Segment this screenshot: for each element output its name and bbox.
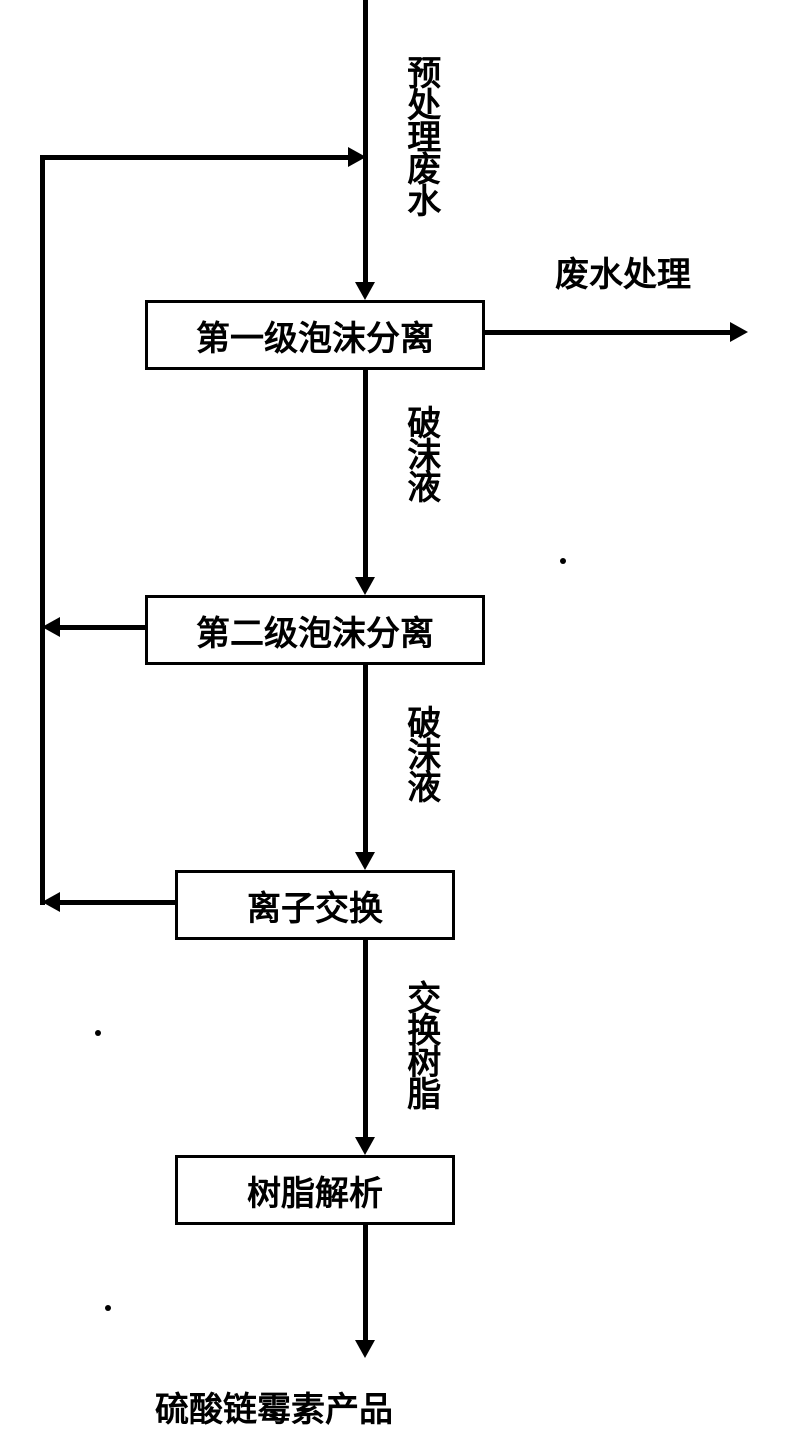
recycle-top-h [40, 155, 348, 160]
arrow-waste-head [730, 322, 748, 342]
arrow-waste-line [485, 330, 730, 335]
arrow-3to4-line [363, 940, 368, 1137]
arrow-1to2-line [363, 370, 368, 577]
label-waste: 废水处理 [555, 255, 691, 296]
recycle-top-head [348, 147, 366, 167]
arrow-3to4-head [355, 1137, 375, 1155]
label-foam2: 破沫液 [400, 705, 441, 801]
recycle-vertical [40, 155, 45, 905]
box4-label: 树脂解析 [247, 1166, 383, 1215]
box-ion-exchange: 离子交换 [175, 870, 455, 940]
box-foam-sep-1: 第一级泡沫分离 [145, 300, 485, 370]
label-input: 预处理废水 [400, 55, 441, 215]
recycle-box2-h [60, 625, 145, 630]
box1-label: 第一级泡沫分离 [196, 311, 434, 360]
arrow-output-line [363, 1225, 368, 1340]
dot3 [105, 1305, 111, 1311]
recycle-box3-h [60, 900, 175, 905]
box-resin-parse: 树脂解析 [175, 1155, 455, 1225]
arrow-2to3-head [355, 852, 375, 870]
box-foam-sep-2: 第二级泡沫分离 [145, 595, 485, 665]
arrow-input-head [355, 282, 375, 300]
arrow-2to3-line [363, 665, 368, 852]
box3-label: 离子交换 [247, 881, 383, 930]
label-resin: 交换树脂 [400, 980, 441, 1108]
dot2 [95, 1030, 101, 1036]
dot1 [560, 558, 566, 564]
arrow-input-line [363, 0, 368, 282]
arrow-output-head [355, 1340, 375, 1358]
box2-label: 第二级泡沫分离 [196, 606, 434, 655]
label-output: 硫酸链霉素产品 [155, 1390, 393, 1431]
label-foam1: 破沫液 [400, 405, 441, 501]
arrow-1to2-head [355, 577, 375, 595]
